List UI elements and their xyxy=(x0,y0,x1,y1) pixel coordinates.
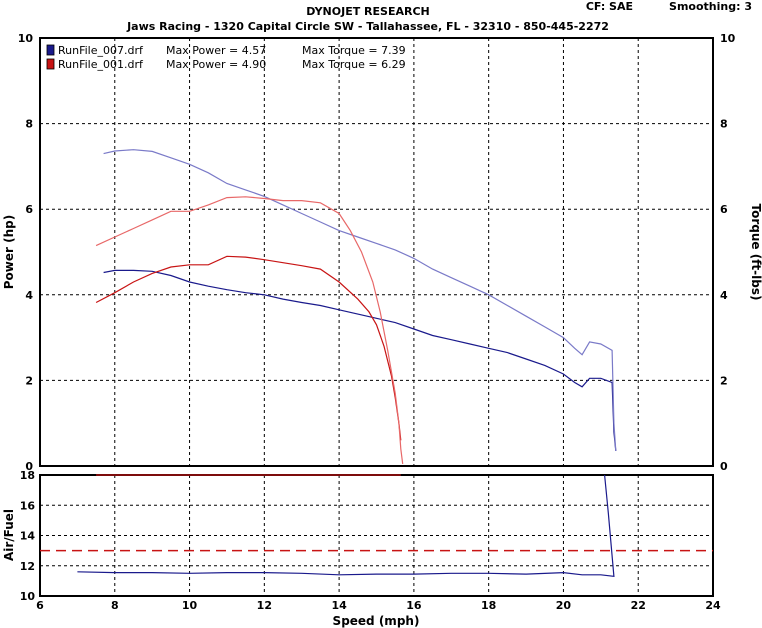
series-layer xyxy=(40,149,713,577)
power-panel-frame xyxy=(39,37,714,467)
x-tick-label: 10 xyxy=(182,599,198,612)
x-tick-label: 8 xyxy=(111,599,119,612)
y-tick-label-power: 8 xyxy=(25,118,33,131)
y-axis-title-torque: Torque (ft-lbs) xyxy=(749,204,762,301)
y-tick-label-power: 6 xyxy=(25,203,33,216)
legend: RunFile_007.drf Max Power = 4.57 Max Tor… xyxy=(46,44,406,71)
x-tick-label: 6 xyxy=(36,599,44,612)
legend-power-run001: Max Power = 4.90 xyxy=(166,58,266,71)
legend-swatch-run001 xyxy=(46,58,55,70)
y-tick-label-airfuel: 18 xyxy=(20,469,35,482)
x-tick-label: 24 xyxy=(705,599,721,612)
x-tick-label: 12 xyxy=(257,599,272,612)
cf-label: CF: SAE xyxy=(586,0,633,13)
y-tick-label-power: 4 xyxy=(25,289,33,302)
legend-swatch-run007 xyxy=(46,44,55,56)
x-tick-label: 20 xyxy=(556,599,572,612)
series-line-power xyxy=(103,269,617,452)
y-tick-label-power: 2 xyxy=(25,374,33,387)
series-line-torque xyxy=(95,196,404,464)
y-tick-label-torque: 2 xyxy=(720,374,728,387)
legend-name-run001: RunFile_001.drf xyxy=(58,58,144,71)
y-axis-title-airfuel: Air/Fuel xyxy=(2,509,16,561)
y-tick-label-torque: 6 xyxy=(720,203,728,216)
series-line-power xyxy=(95,255,402,441)
legend-name-run007: RunFile_007.drf xyxy=(58,44,144,57)
legend-torque-run007: Max Torque = 7.39 xyxy=(302,44,406,57)
y-tick-label-airfuel: 16 xyxy=(20,499,36,512)
legend-power-run007: Max Power = 4.57 xyxy=(166,44,266,57)
smoothing-label: Smoothing: 3 xyxy=(669,0,752,13)
series-line-air_fuel xyxy=(77,474,615,577)
grid-layer xyxy=(40,38,713,596)
x-tick-label: 18 xyxy=(481,599,496,612)
x-tick-label: 16 xyxy=(406,599,422,612)
legend-torque-run001: Max Torque = 6.29 xyxy=(302,58,406,71)
x-axis-title: Speed (mph) xyxy=(333,614,420,628)
y-tick-label-power: 10 xyxy=(18,32,34,45)
chart-subtitle: Jaws Racing - 1320 Capital Circle SW - T… xyxy=(126,20,609,33)
y-tick-label-torque: 8 xyxy=(720,118,728,131)
y-tick-label-airfuel: 14 xyxy=(20,530,36,543)
y-tick-label-airfuel: 10 xyxy=(20,590,36,603)
chart-title: DYNOJET RESEARCH xyxy=(306,5,429,18)
x-tick-label: 22 xyxy=(631,599,646,612)
y-axis-title-power: Power (hp) xyxy=(2,215,16,289)
y-tick-label-torque: 0 xyxy=(720,460,728,473)
x-tick-label: 14 xyxy=(331,599,347,612)
y-tick-label-airfuel: 12 xyxy=(20,560,35,573)
y-tick-label-torque: 4 xyxy=(720,289,728,302)
series-line-torque xyxy=(103,149,617,452)
y-tick-label-power: 0 xyxy=(25,460,33,473)
y-tick-label-torque: 10 xyxy=(720,32,736,45)
